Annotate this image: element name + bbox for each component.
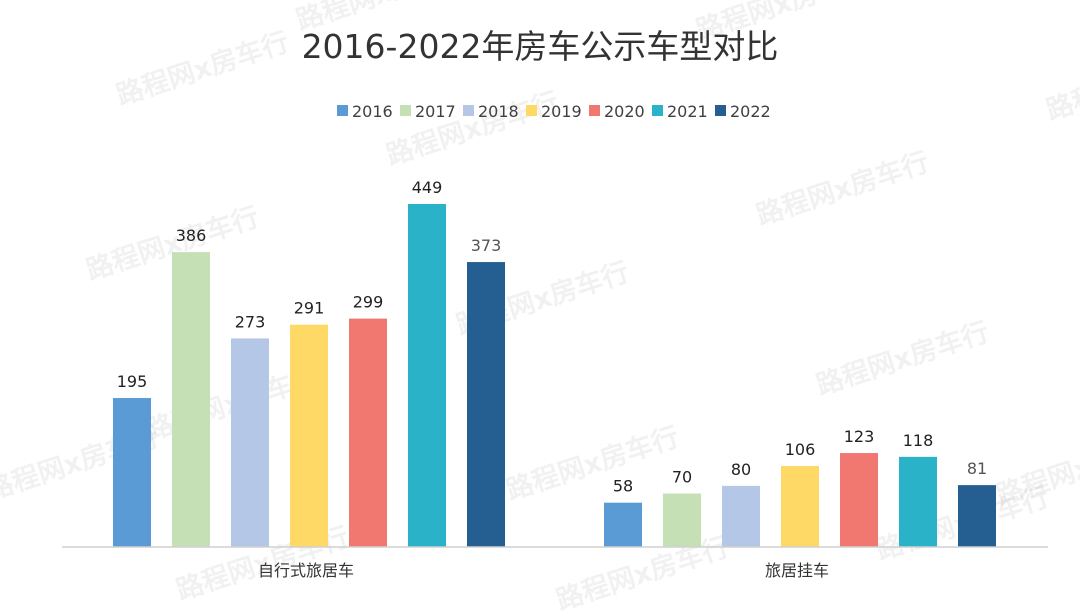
- value-label-2022-1: 81: [967, 459, 987, 478]
- category-label-0: 自行式旅居车: [258, 561, 354, 580]
- legend-label-2016: 2016: [352, 102, 393, 121]
- bar-2016-1: [604, 502, 642, 547]
- legend-label-2019: 2019: [541, 102, 582, 121]
- bar-2020-1: [840, 453, 878, 547]
- legend-swatch-2019: [526, 105, 537, 116]
- watermark-text: 路程网x房车行: [752, 146, 933, 232]
- watermark-text: 路程网x房车行: [552, 531, 733, 615]
- value-label-2016-1: 58: [613, 477, 633, 496]
- value-label-2016-0: 195: [117, 372, 148, 391]
- chart-title: 2016-2022年房车公示车型对比: [302, 27, 779, 66]
- value-label-2022-0: 373: [471, 236, 502, 255]
- bar-2018-0: [231, 338, 269, 547]
- bars-layer: [113, 204, 996, 547]
- bar-2021-1: [899, 456, 937, 547]
- legend-swatch-2018: [463, 105, 474, 116]
- legend-label-2022: 2022: [730, 102, 771, 121]
- watermark-text: 路程网x房车行: [502, 421, 683, 507]
- value-label-2017-0: 386: [176, 226, 207, 245]
- legend-swatch-2017: [400, 105, 411, 116]
- bar-2017-1: [663, 493, 701, 547]
- value-label-2020-0: 299: [353, 293, 384, 312]
- value-label-2017-1: 70: [672, 468, 692, 487]
- value-labels-layer: 195 386 273 291 299 449 373 58 70 80 106 123 118 81: [117, 178, 987, 496]
- bar-2019-0: [290, 324, 328, 547]
- watermark-text: 路程网x房车行: [382, 86, 563, 172]
- category-label-1: 旅居挂车: [765, 561, 829, 580]
- bar-2020-0: [349, 318, 387, 547]
- bar-2017-0: [172, 252, 210, 547]
- value-label-2019-0: 291: [294, 299, 325, 318]
- watermark-text: 路程网x房车行: [992, 426, 1080, 512]
- legend-label-2017: 2017: [415, 102, 456, 121]
- watermark-text: 路程网x房车行: [112, 26, 293, 112]
- value-label-2018-0: 273: [235, 312, 266, 331]
- bar-2022-0: [467, 262, 505, 547]
- legend-label-2021: 2021: [667, 102, 708, 121]
- bar-2019-1: [781, 466, 819, 547]
- bar-2016-0: [113, 398, 151, 547]
- bar-2021-0: [408, 204, 446, 547]
- legend-swatch-2022: [715, 105, 726, 116]
- watermark-text: 路程网x房车行: [812, 316, 993, 402]
- legend: 2016 2017 2018 2019 2020 2021 2022: [337, 102, 771, 121]
- value-label-2021-1: 118: [903, 431, 934, 450]
- legend-swatch-2020: [589, 105, 600, 116]
- legend-swatch-2021: [652, 105, 663, 116]
- category-labels: 自行式旅居车 旅居挂车: [258, 561, 829, 580]
- value-label-2020-1: 123: [844, 427, 875, 446]
- value-label-2018-1: 80: [731, 460, 751, 479]
- bar-2022-1: [958, 485, 996, 547]
- legend-label-2018: 2018: [478, 102, 519, 121]
- legend-swatch-2016: [337, 105, 348, 116]
- legend-label-2020: 2020: [604, 102, 645, 121]
- bar-2018-1: [722, 485, 760, 547]
- value-label-2019-1: 106: [785, 440, 816, 459]
- watermark-text: 路程网x房车行: [1042, 41, 1080, 127]
- value-label-2021-0: 449: [412, 178, 443, 197]
